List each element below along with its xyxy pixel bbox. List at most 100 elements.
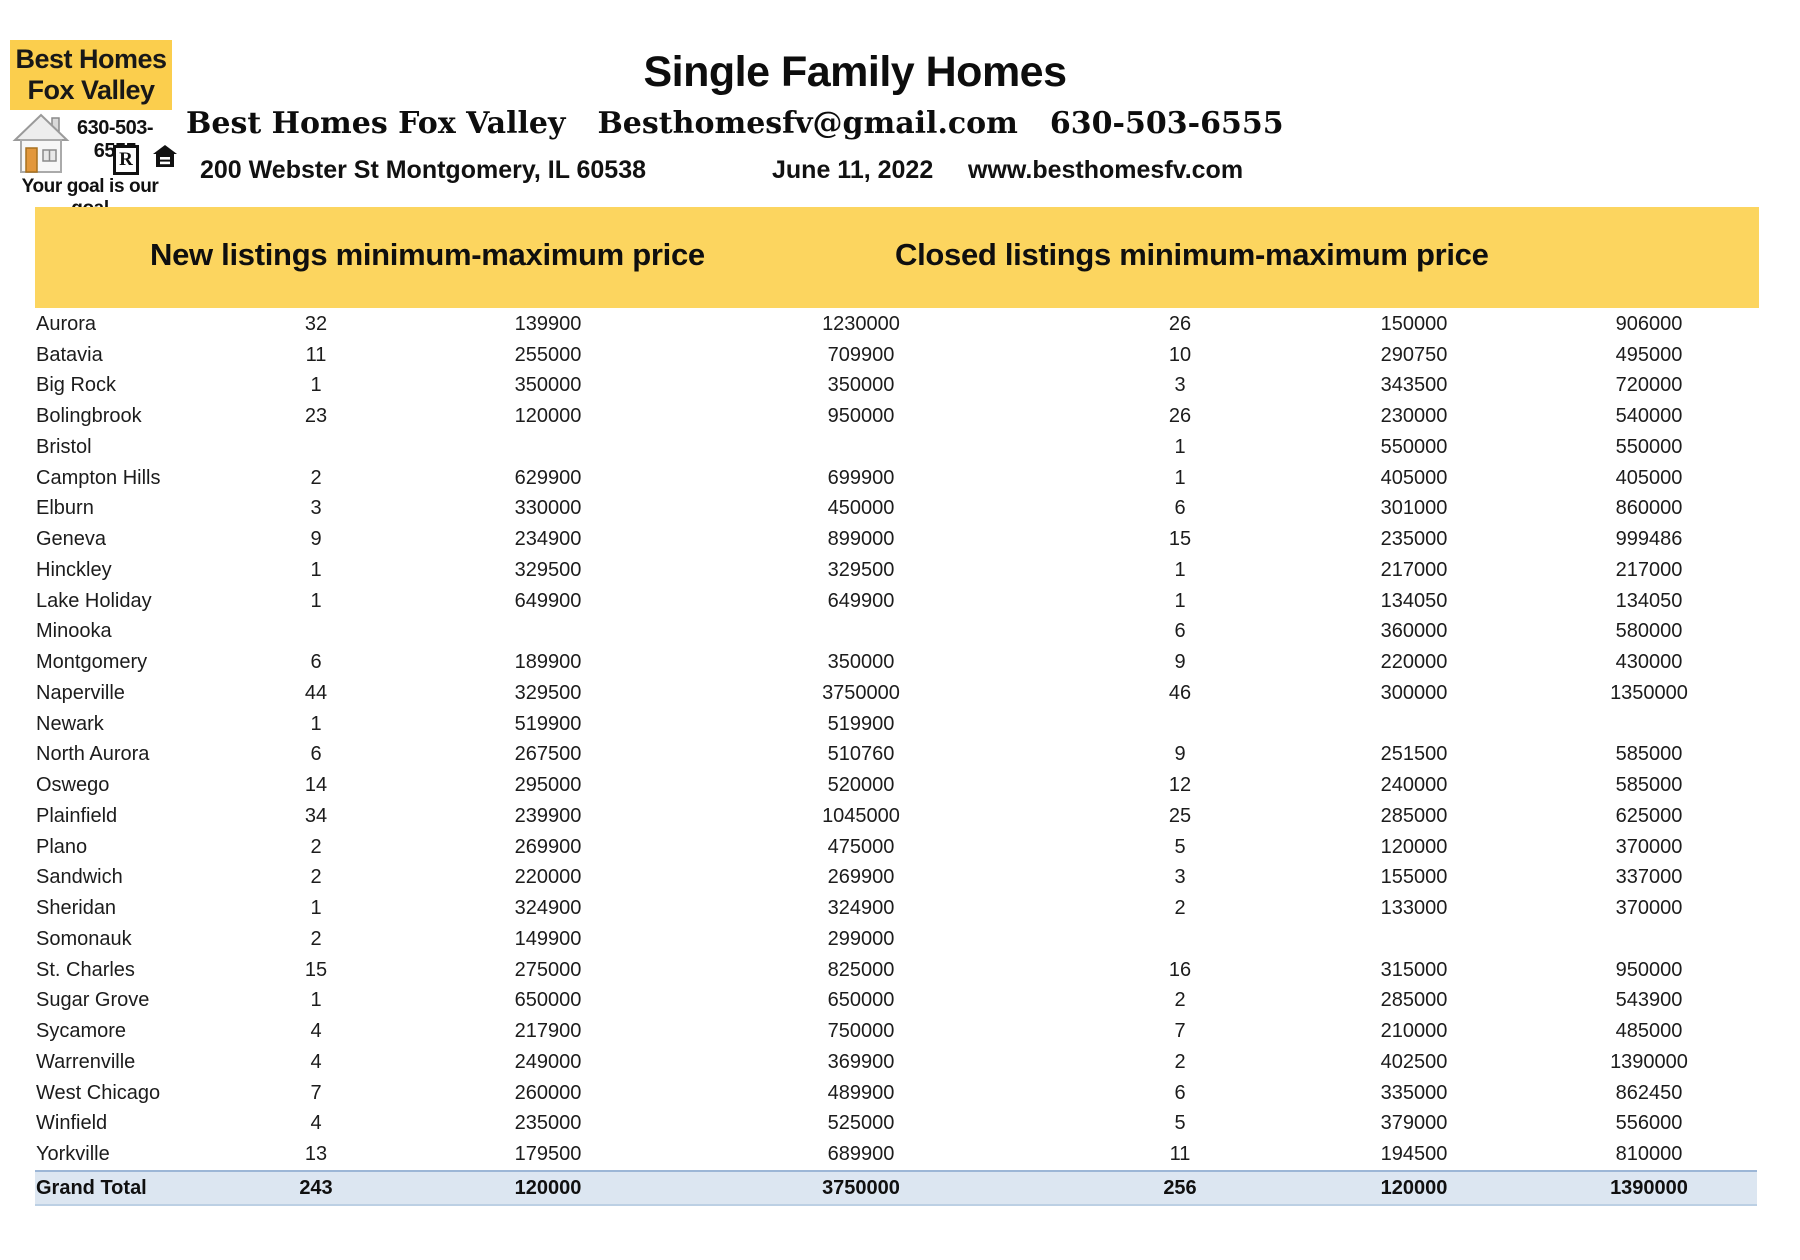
logo-icons: R xyxy=(113,145,177,175)
closed-max-price-cell: 370000 xyxy=(1615,897,1683,920)
closed-min-price-cell: 300000 xyxy=(1380,681,1448,704)
contact-line: Best Homes Fox Valley Besthomesfv@gmail.… xyxy=(186,106,1284,141)
closed-max-price-cell: 543900 xyxy=(1615,989,1683,1012)
town-cell: Aurora xyxy=(36,312,97,335)
new-count-cell xyxy=(185,617,447,648)
closed-count-cell: 10 xyxy=(1168,343,1192,366)
table-row: Campton Hills 2 629900 699900 1 405000 4… xyxy=(35,463,1757,494)
new-max-price-cell: 650000 xyxy=(827,989,895,1012)
grand-total-closed-count: 256 xyxy=(1073,1170,1287,1206)
table-row: Somonauk 2 149900 299000 xyxy=(35,924,1757,955)
table-row: Bristol 1 550000 550000 xyxy=(35,432,1757,463)
grand-total-closed-min: 120000 xyxy=(1287,1170,1541,1206)
table-row: St. Charles 15 275000 825000 16 315000 9… xyxy=(35,955,1757,986)
new-listings-header: New listings minimum-maximum price xyxy=(150,236,705,272)
new-min-price-cell: 234900 xyxy=(514,528,582,551)
table-row: Newark 1 519900 519900 xyxy=(35,709,1757,740)
new-max-price-cell: 950000 xyxy=(827,405,895,428)
closed-max-price-cell: 1350000 xyxy=(1610,681,1688,704)
new-max-price-cell: 299000 xyxy=(827,927,895,950)
new-max-price-cell: 369900 xyxy=(827,1050,895,1073)
table-row: Sheridan 1 324900 324900 2 133000 370000 xyxy=(35,893,1757,924)
company-website: www.besthomesfv.com xyxy=(968,156,1244,184)
table-row: Montgomery 6 189900 350000 9 220000 4300… xyxy=(35,647,1757,678)
table-row: Oswego 14 295000 520000 12 240000 585000 xyxy=(35,770,1757,801)
closed-count-cell: 11 xyxy=(1169,1143,1191,1166)
new-max-price-cell: 750000 xyxy=(827,1020,895,1043)
page-title: Single Family Homes xyxy=(643,48,1067,96)
new-count-cell: 1 xyxy=(310,589,322,612)
new-max-price-cell: 1230000 xyxy=(822,312,900,335)
closed-min-price-cell: 335000 xyxy=(1380,1081,1448,1104)
new-count-cell: 6 xyxy=(310,651,322,674)
town-cell: Sandwich xyxy=(36,866,123,889)
town-cell: Minooka xyxy=(36,620,112,643)
town-cell: Somonauk xyxy=(36,927,132,950)
new-count-cell: 2 xyxy=(310,466,322,489)
closed-count-cell: 5 xyxy=(1174,835,1186,858)
closed-min-price-cell: 230000 xyxy=(1380,405,1448,428)
closed-min-price-cell: 379000 xyxy=(1380,1112,1448,1135)
new-count-cell: 23 xyxy=(304,405,328,428)
closed-count-cell: 9 xyxy=(1174,651,1186,674)
closed-count-cell: 3 xyxy=(1174,374,1186,397)
table-row: West Chicago 7 260000 489900 6 335000 86… xyxy=(35,1078,1757,1109)
closed-max-price-cell: 906000 xyxy=(1615,312,1683,335)
new-max-price-cell: 510760 xyxy=(827,743,895,766)
new-min-price-cell: 220000 xyxy=(514,866,582,889)
town-cell: Oswego xyxy=(36,774,110,797)
new-max-price-cell: 324900 xyxy=(827,897,895,920)
logo-line1: Best Homes xyxy=(15,43,167,74)
closed-count-cell: 6 xyxy=(1174,497,1186,520)
town-cell: Yorkville xyxy=(36,1143,110,1166)
report-date: June 11, 2022 xyxy=(772,156,934,184)
closed-count-cell: 3 xyxy=(1174,866,1186,889)
new-count-cell: 4 xyxy=(310,1112,322,1135)
new-count-cell: 7 xyxy=(310,1081,322,1104)
table-row: Plano 2 269900 475000 5 120000 370000 xyxy=(35,832,1757,863)
new-min-price-cell: 267500 xyxy=(514,743,582,766)
new-count-cell: 2 xyxy=(310,866,322,889)
closed-count-cell: 1 xyxy=(1174,558,1186,581)
company-address: 200 Webster St Montgomery, IL 60538 xyxy=(200,156,646,184)
new-count-cell: 4 xyxy=(310,1020,322,1043)
closed-count-cell: 1 xyxy=(1174,435,1186,458)
closed-count-cell: 12 xyxy=(1168,774,1192,797)
table-row: Batavia 11 255000 709900 10 290750 49500… xyxy=(35,340,1757,371)
new-min-price-cell: 649900 xyxy=(514,589,582,612)
logo-line2: Fox Valley xyxy=(27,75,155,105)
new-count-cell: 1 xyxy=(310,897,322,920)
realtor-r-icon: R xyxy=(113,145,139,175)
closed-min-price-cell: 120000 xyxy=(1380,835,1448,858)
closed-max-price-cell: 580000 xyxy=(1615,620,1683,643)
new-count-cell: 34 xyxy=(304,804,328,827)
new-max-price-cell xyxy=(649,617,1073,648)
new-max-price-cell: 519900 xyxy=(827,712,895,735)
town-cell: Sugar Grove xyxy=(36,989,150,1012)
table-row: Hinckley 1 329500 329500 1 217000 217000 xyxy=(35,555,1757,586)
table-row: Aurora 32 139900 1230000 26 150000 90600… xyxy=(35,309,1757,340)
new-max-price-cell: 350000 xyxy=(827,651,895,674)
closed-min-price-cell: 405000 xyxy=(1380,466,1448,489)
closed-min-price-cell: 155000 xyxy=(1380,866,1448,889)
new-max-price-cell: 329500 xyxy=(827,558,895,581)
town-cell: Elburn xyxy=(36,497,94,520)
closed-min-price-cell: 343500 xyxy=(1380,374,1448,397)
closed-max-price-cell: 556000 xyxy=(1615,1112,1683,1135)
new-max-price-cell: 1045000 xyxy=(822,804,900,827)
closed-count-cell xyxy=(1073,924,1287,955)
town-cell: Bristol xyxy=(36,435,92,458)
new-count-cell: 13 xyxy=(304,1143,328,1166)
new-min-price-cell: 330000 xyxy=(514,497,582,520)
table-row: Bolingbrook 23 120000 950000 26 230000 5… xyxy=(35,401,1757,432)
closed-count-cell: 15 xyxy=(1168,528,1192,551)
new-count-cell: 3 xyxy=(310,497,322,520)
closed-max-price-cell: 405000 xyxy=(1615,466,1683,489)
new-min-price-cell: 179500 xyxy=(514,1143,582,1166)
town-cell: Geneva xyxy=(36,528,107,551)
new-min-price-cell: 189900 xyxy=(514,651,582,674)
new-min-price-cell: 139900 xyxy=(514,312,582,335)
closed-count-cell: 6 xyxy=(1174,620,1186,643)
new-min-price-cell: 260000 xyxy=(514,1081,582,1104)
closed-min-price-cell: 235000 xyxy=(1380,528,1448,551)
